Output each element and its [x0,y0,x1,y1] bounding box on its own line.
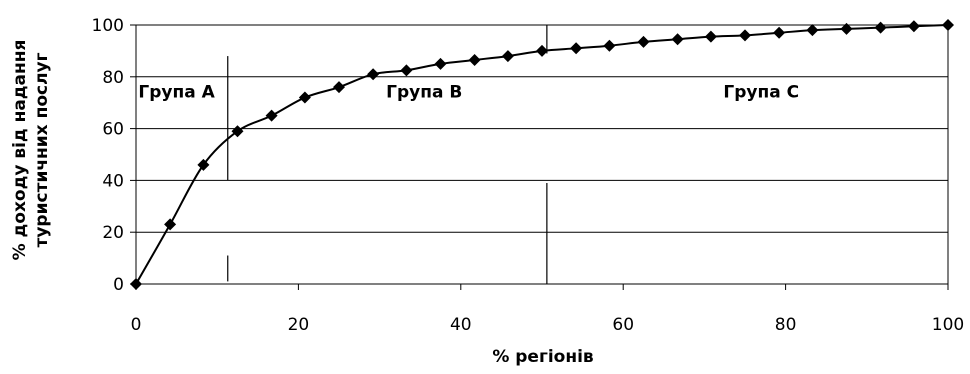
x-tick-label-40: 40 [450,315,472,335]
data-point-19 [739,29,751,42]
data-point-16 [637,35,650,48]
data-point-12 [501,50,514,63]
group-label-3: Група C [723,83,799,103]
y-axis-title-line-1: % доходу від надання [10,40,30,261]
y-tick-label-0: 0 [113,275,124,295]
y-axis-title: % доходу від надання туристичних послуг [10,40,52,261]
y-tick-labels: 0 20 40 60 80 100 [92,16,124,295]
data-point-21 [806,24,819,37]
y-tick-label-20: 20 [102,223,124,243]
y-axis-title-line-2: туристичних послуг [32,52,52,247]
axes [130,24,949,290]
group-label-2: Група B [386,83,462,103]
series-1-line [135,24,949,285]
x-axis-title: % регіонів [492,347,594,367]
data-point-3 [197,158,210,171]
y-tick-label-80: 80 [102,68,124,88]
x-tick-label-20: 20 [288,315,310,335]
data-point-11 [468,53,481,66]
y-tick-label-40: 40 [102,171,124,191]
data-point-4 [231,125,244,138]
x-tick-label-100: 100 [932,315,964,335]
y-tick-label-60: 60 [102,120,124,140]
y-tick-label-100: 100 [92,16,124,36]
x-tick-label-60: 60 [612,315,634,335]
x-tick-label-0: 0 [131,315,142,335]
gridlines [136,24,948,233]
group-annotations: Група A Група B Група C [138,83,799,103]
data-point-6 [298,91,311,104]
data-point-18 [704,30,717,43]
data-point-14 [570,42,583,55]
data-point-25 [942,19,954,31]
data-point-1 [130,278,142,290]
data-point-15 [603,39,616,52]
data-point-17 [671,33,684,46]
x-tick-label-80: 80 [775,315,797,335]
data-point-8 [367,68,380,81]
series-line [130,19,954,290]
x-tick-labels: 0 20 40 60 80 100 [131,315,965,335]
data-point-7 [333,81,345,94]
data-point-2 [164,218,177,231]
data-point-9 [400,64,413,77]
data-point-5 [265,109,278,122]
group-label-1: Група A [138,83,215,103]
data-point-22 [840,22,853,35]
data-point-10 [434,57,447,70]
data-point-20 [773,26,786,39]
data-point-23 [874,21,887,34]
data-point-13 [536,44,548,57]
group-dividers [227,25,548,284]
data-point-24 [907,20,920,33]
